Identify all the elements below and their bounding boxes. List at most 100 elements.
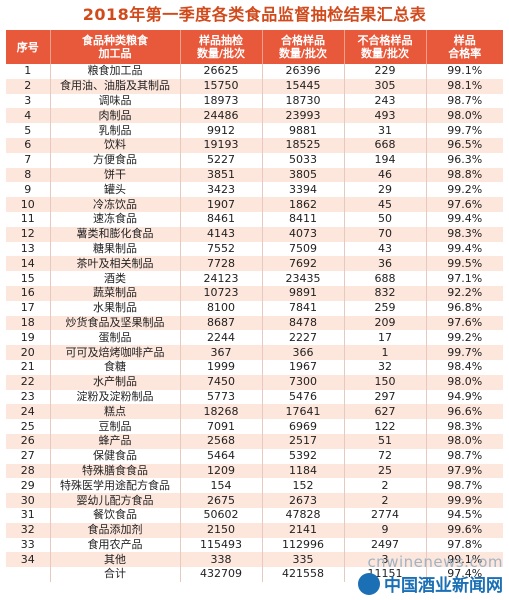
cell-qualified: 17641 bbox=[262, 404, 345, 420]
cell-qualified: 6969 bbox=[262, 419, 345, 434]
cell-pass-rate: 99.5% bbox=[426, 256, 503, 272]
cell-qualified: 335 bbox=[262, 552, 345, 568]
cell-index: 22 bbox=[6, 374, 51, 390]
cell-category: 饮料 bbox=[50, 137, 181, 153]
cell-category: 乳制品 bbox=[50, 123, 181, 138]
cell-index: 12 bbox=[6, 226, 51, 242]
cell-category: 婴幼儿配方食品 bbox=[50, 493, 181, 508]
cell-qualified: 1967 bbox=[262, 359, 345, 375]
cell-unqualified: 70 bbox=[344, 226, 427, 242]
cell-unqualified: 2 bbox=[344, 478, 427, 494]
cell-index: 29 bbox=[6, 478, 51, 494]
watermark-site-name: 中国酒业新闻网 bbox=[384, 576, 503, 596]
cell-index: 6 bbox=[6, 137, 51, 153]
cell-pass-rate: 99.9% bbox=[426, 493, 503, 508]
cell-pass-rate: 96.5% bbox=[426, 137, 503, 153]
cell-category: 水果制品 bbox=[50, 300, 181, 316]
cell-index: 5 bbox=[6, 123, 51, 138]
cell-category: 酒类 bbox=[50, 271, 181, 286]
cell-sampled: 7450 bbox=[180, 374, 263, 390]
cell-category: 肉制品 bbox=[50, 108, 181, 124]
cell-category: 茶叶及相关制品 bbox=[50, 256, 181, 272]
cell-sampled: 26625 bbox=[180, 64, 263, 79]
cell-unqualified: 17 bbox=[344, 330, 427, 346]
cell-sampled: 338 bbox=[180, 552, 263, 568]
cell-sampled: 1209 bbox=[180, 463, 263, 479]
cell-pass-rate: 98.8% bbox=[426, 167, 503, 183]
cell-qualified: 5392 bbox=[262, 448, 345, 464]
header-pass-rate: 样品 合格率 bbox=[426, 30, 503, 64]
cell-index: 7 bbox=[6, 152, 51, 168]
cell-index: 15 bbox=[6, 271, 51, 286]
table-row: 14 茶叶及相关制品 7728 7692 36 99.5% bbox=[6, 256, 503, 272]
cell-category: 水产制品 bbox=[50, 374, 181, 390]
table-row: 22 水产制品 7450 7300 150 98.0% bbox=[6, 374, 503, 390]
table-row: 32 食品添加剂 2150 2141 9 99.6% bbox=[6, 522, 503, 538]
cell-qualified: 23993 bbox=[262, 108, 345, 124]
table-row: 3 调味品 18973 18730 243 98.7% bbox=[6, 93, 503, 109]
cell-category: 粮食加工品 bbox=[50, 64, 181, 79]
inspection-results-table: 序号 食品种类粮食 加工品 样品抽检 数量/批次 合格样品 数量/批次 不合格样品 数量… bbox=[6, 30, 503, 582]
cell-pass-rate: 94.5% bbox=[426, 507, 503, 523]
cell-qualified: 18730 bbox=[262, 93, 345, 109]
cell-pass-rate: 97.9% bbox=[426, 463, 503, 479]
cell-unqualified: 122 bbox=[344, 419, 427, 434]
cell-unqualified: 305 bbox=[344, 78, 427, 94]
cell-qualified: 2141 bbox=[262, 522, 345, 538]
cell-qualified: 5476 bbox=[262, 389, 345, 405]
cell-sampled: 7728 bbox=[180, 256, 263, 272]
table-row: 7 方便食品 5227 5033 194 96.3% bbox=[6, 152, 503, 168]
cell-sampled: 2244 bbox=[180, 330, 263, 346]
cell-index: 13 bbox=[6, 241, 51, 257]
cell-qualified: 2227 bbox=[262, 330, 345, 346]
cell-index: 10 bbox=[6, 197, 51, 212]
cell-unqualified: 72 bbox=[344, 448, 427, 464]
cell-category: 其他 bbox=[50, 552, 181, 568]
table-row: 12 薯类和膨化食品 4143 4073 70 98.3% bbox=[6, 226, 503, 242]
cell-index: 9 bbox=[6, 182, 51, 198]
cell-pass-rate: 98.1% bbox=[426, 78, 503, 94]
cell-pass-rate: 98.3% bbox=[426, 226, 503, 242]
table-row: 4 肉制品 24486 23993 493 98.0% bbox=[6, 108, 503, 124]
cell-qualified: 9881 bbox=[262, 123, 345, 138]
table-row: 15 酒类 24123 23435 688 97.1% bbox=[6, 271, 503, 286]
cell-index: 25 bbox=[6, 419, 51, 434]
table-row: 16 蔬菜制品 10723 9891 832 92.2% bbox=[6, 285, 503, 301]
cell-index: 4 bbox=[6, 108, 51, 124]
cell-sampled: 7552 bbox=[180, 241, 263, 257]
cell-category: 餐饮食品 bbox=[50, 507, 181, 523]
cell-unqualified: 45 bbox=[344, 197, 427, 212]
cell-pass-rate: 96.8% bbox=[426, 300, 503, 316]
header-category: 食品种类粮食 加工品 bbox=[50, 30, 181, 64]
cell-category: 可可及焙烤咖啡产品 bbox=[50, 345, 181, 360]
cell-sampled: 7091 bbox=[180, 419, 263, 434]
cell-unqualified: 688 bbox=[344, 271, 427, 286]
table-row: 8 饼干 3851 3805 46 98.8% bbox=[6, 167, 503, 183]
table-row: 6 饮料 19193 18525 668 96.5% bbox=[6, 137, 503, 153]
cell-sampled: 115493 bbox=[180, 537, 263, 553]
cell-category: 薯类和膨化食品 bbox=[50, 226, 181, 242]
cell-sampled: 5464 bbox=[180, 448, 263, 464]
cell-index: 31 bbox=[6, 507, 51, 523]
table-row: 29 特殊医学用途配方食品 154 152 2 98.7% bbox=[6, 478, 503, 494]
cell-sampled: 8687 bbox=[180, 315, 263, 331]
cell-index: 1 bbox=[6, 64, 51, 79]
cell-sampled: 3851 bbox=[180, 167, 263, 183]
table-row: 33 食用农产品 115493 112996 2497 97.8% bbox=[6, 537, 503, 553]
table-row: 30 婴幼儿配方食品 2675 2673 2 99.9% bbox=[6, 493, 503, 508]
cell-sampled: 2568 bbox=[180, 433, 263, 449]
table-row: 13 糖果制品 7552 7509 43 99.4% bbox=[6, 241, 503, 257]
cell-qualified: 8411 bbox=[262, 211, 345, 227]
cell-category: 方便食品 bbox=[50, 152, 181, 168]
cell-pass-rate: 99.7% bbox=[426, 123, 503, 138]
cell-unqualified: 297 bbox=[344, 389, 427, 405]
table-row: 5 乳制品 9912 9881 31 99.7% bbox=[6, 123, 503, 138]
cell-category: 速冻食品 bbox=[50, 211, 181, 227]
cell-category: 豆制品 bbox=[50, 419, 181, 434]
cell-unqualified: 243 bbox=[344, 93, 427, 109]
site-logo-icon bbox=[358, 572, 380, 595]
cell-qualified: 366 bbox=[262, 345, 345, 360]
table-row: 21 食糖 1999 1967 32 98.4% bbox=[6, 359, 503, 375]
table-row: 31 餐饮食品 50602 47828 2774 94.5% bbox=[6, 507, 503, 523]
cell-unqualified: 31 bbox=[344, 123, 427, 138]
